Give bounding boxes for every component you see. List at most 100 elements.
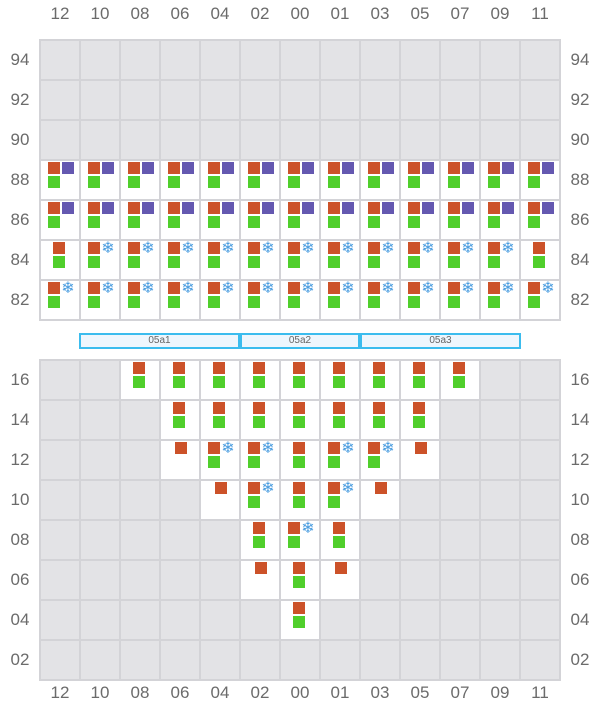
empty-slot <box>481 121 519 159</box>
container-slot[interactable]: ❄ <box>481 241 519 279</box>
container-slot[interactable] <box>441 201 479 239</box>
container-slot[interactable] <box>521 161 559 199</box>
container-slot[interactable] <box>401 201 439 239</box>
container-slot[interactable] <box>401 441 439 479</box>
container-slot[interactable]: ❄ <box>321 441 359 479</box>
container-slot[interactable] <box>281 601 319 639</box>
container-slot[interactable] <box>361 161 399 199</box>
container-slot[interactable] <box>161 361 199 399</box>
container-slot[interactable]: ❄ <box>41 281 79 319</box>
container-slot[interactable]: ❄ <box>161 241 199 279</box>
container-slot[interactable] <box>321 361 359 399</box>
hatch-cover-05a3[interactable]: 05a3 <box>360 333 521 349</box>
container-slot[interactable] <box>401 161 439 199</box>
container-slot[interactable] <box>41 201 79 239</box>
container-slot[interactable]: ❄ <box>121 281 159 319</box>
container-slot[interactable] <box>281 361 319 399</box>
container-slot[interactable]: ❄ <box>241 241 279 279</box>
container-slot[interactable]: ❄ <box>201 241 239 279</box>
container-slot[interactable]: ❄ <box>481 281 519 319</box>
container-slot[interactable] <box>521 201 559 239</box>
empty-slot <box>81 121 119 159</box>
container-slot[interactable]: ❄ <box>401 241 439 279</box>
container-slot[interactable]: ❄ <box>201 441 239 479</box>
container-slot[interactable] <box>321 201 359 239</box>
container-slot[interactable] <box>241 161 279 199</box>
container-slot[interactable] <box>361 401 399 439</box>
container-slot[interactable]: ❄ <box>121 241 159 279</box>
container-slot[interactable] <box>361 481 399 519</box>
empty-slot <box>41 361 79 399</box>
container-slot[interactable]: ❄ <box>81 281 119 319</box>
empty-slot <box>521 81 559 119</box>
container-slot[interactable]: ❄ <box>321 281 359 319</box>
container-slot[interactable] <box>201 361 239 399</box>
container-slot[interactable] <box>401 361 439 399</box>
container-slot[interactable] <box>161 161 199 199</box>
container-slot[interactable] <box>481 161 519 199</box>
container-slot[interactable]: ❄ <box>321 241 359 279</box>
column-label: 06 <box>170 683 190 702</box>
container-slot[interactable] <box>321 521 359 559</box>
hatch-cover-05a2[interactable]: 05a2 <box>240 333 360 349</box>
green-marker <box>333 416 345 428</box>
column-label: 10 <box>90 4 110 23</box>
container-slot[interactable] <box>121 201 159 239</box>
container-slot[interactable]: ❄ <box>361 281 399 319</box>
container-slot[interactable] <box>321 401 359 439</box>
container-slot[interactable] <box>161 401 199 439</box>
container-slot[interactable]: ❄ <box>441 241 479 279</box>
container-slot[interactable] <box>81 161 119 199</box>
container-slot[interactable]: ❄ <box>241 481 279 519</box>
green-marker <box>253 376 265 388</box>
container-slot[interactable] <box>201 161 239 199</box>
container-slot[interactable] <box>281 201 319 239</box>
container-slot[interactable]: ❄ <box>241 281 279 319</box>
container-slot[interactable]: ❄ <box>361 441 399 479</box>
container-slot[interactable] <box>481 201 519 239</box>
container-slot[interactable] <box>281 481 319 519</box>
container-slot[interactable] <box>241 561 279 599</box>
empty-slot <box>281 41 319 79</box>
container-slot[interactable]: ❄ <box>81 241 119 279</box>
container-slot[interactable] <box>521 241 559 279</box>
container-slot[interactable] <box>441 361 479 399</box>
container-slot[interactable] <box>281 561 319 599</box>
container-slot[interactable] <box>241 361 279 399</box>
container-slot[interactable] <box>321 561 359 599</box>
container-slot[interactable]: ❄ <box>161 281 199 319</box>
container-slot[interactable] <box>201 481 239 519</box>
container-slot[interactable]: ❄ <box>521 281 559 319</box>
container-slot[interactable]: ❄ <box>281 281 319 319</box>
container-slot[interactable] <box>121 161 159 199</box>
container-slot[interactable]: ❄ <box>201 281 239 319</box>
container-slot[interactable] <box>321 161 359 199</box>
green-marker <box>488 296 500 308</box>
container-slot[interactable] <box>41 161 79 199</box>
container-slot[interactable] <box>41 241 79 279</box>
container-slot[interactable] <box>361 201 399 239</box>
container-slot[interactable] <box>241 521 279 559</box>
container-slot[interactable] <box>281 401 319 439</box>
container-slot[interactable]: ❄ <box>361 241 399 279</box>
container-slot[interactable] <box>281 161 319 199</box>
container-slot[interactable]: ❄ <box>281 521 319 559</box>
container-slot[interactable] <box>241 401 279 439</box>
container-slot[interactable]: ❄ <box>401 281 439 319</box>
container-slot[interactable]: ❄ <box>281 241 319 279</box>
container-slot[interactable] <box>281 441 319 479</box>
container-slot[interactable]: ❄ <box>441 281 479 319</box>
container-slot[interactable] <box>401 401 439 439</box>
container-slot[interactable] <box>161 441 199 479</box>
container-slot[interactable] <box>241 201 279 239</box>
container-slot[interactable] <box>161 201 199 239</box>
container-slot[interactable]: ❄ <box>241 441 279 479</box>
container-slot[interactable] <box>201 201 239 239</box>
container-slot[interactable] <box>361 361 399 399</box>
container-slot[interactable] <box>441 161 479 199</box>
container-slot[interactable] <box>201 401 239 439</box>
container-slot[interactable] <box>81 201 119 239</box>
container-slot[interactable] <box>121 361 159 399</box>
hatch-cover-05a1[interactable]: 05a1 <box>79 333 240 349</box>
container-slot[interactable]: ❄ <box>321 481 359 519</box>
